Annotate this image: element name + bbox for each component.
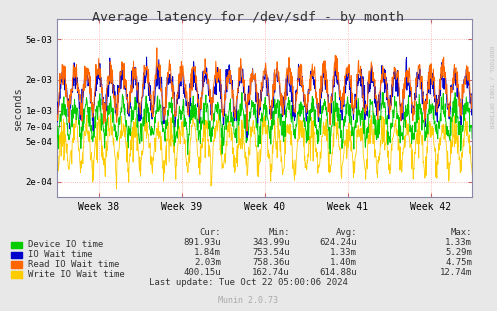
Text: Max:: Max: — [451, 228, 472, 237]
Text: Avg:: Avg: — [335, 228, 357, 237]
Text: Munin 2.0.73: Munin 2.0.73 — [219, 296, 278, 305]
Text: 5.29m: 5.29m — [445, 248, 472, 257]
Text: 1.33m: 1.33m — [445, 238, 472, 247]
Text: 162.74u: 162.74u — [252, 267, 290, 276]
Text: 614.88u: 614.88u — [319, 267, 357, 276]
Text: 758.36u: 758.36u — [252, 258, 290, 267]
Text: Min:: Min: — [268, 228, 290, 237]
Text: 753.54u: 753.54u — [252, 248, 290, 257]
Text: 343.99u: 343.99u — [252, 238, 290, 247]
Text: 1.33m: 1.33m — [330, 248, 357, 257]
Text: Cur:: Cur: — [200, 228, 221, 237]
Text: 400.15u: 400.15u — [183, 267, 221, 276]
Text: Average latency for /dev/sdf - by month: Average latency for /dev/sdf - by month — [92, 11, 405, 24]
Text: IO Wait time: IO Wait time — [28, 250, 92, 259]
Text: 624.24u: 624.24u — [319, 238, 357, 247]
Text: 1.84m: 1.84m — [194, 248, 221, 257]
Text: Read IO Wait time: Read IO Wait time — [28, 260, 119, 269]
Text: 2.03m: 2.03m — [194, 258, 221, 267]
Text: 12.74m: 12.74m — [440, 267, 472, 276]
Text: Device IO time: Device IO time — [28, 240, 103, 249]
Text: RRDTOOL / TOBI OETIKER: RRDTOOL / TOBI OETIKER — [489, 46, 494, 128]
Text: Write IO Wait time: Write IO Wait time — [28, 270, 125, 279]
Text: 891.93u: 891.93u — [183, 238, 221, 247]
Y-axis label: seconds: seconds — [12, 86, 23, 130]
Text: Last update: Tue Oct 22 05:00:06 2024: Last update: Tue Oct 22 05:00:06 2024 — [149, 278, 348, 287]
Text: 4.75m: 4.75m — [445, 258, 472, 267]
Text: 1.40m: 1.40m — [330, 258, 357, 267]
